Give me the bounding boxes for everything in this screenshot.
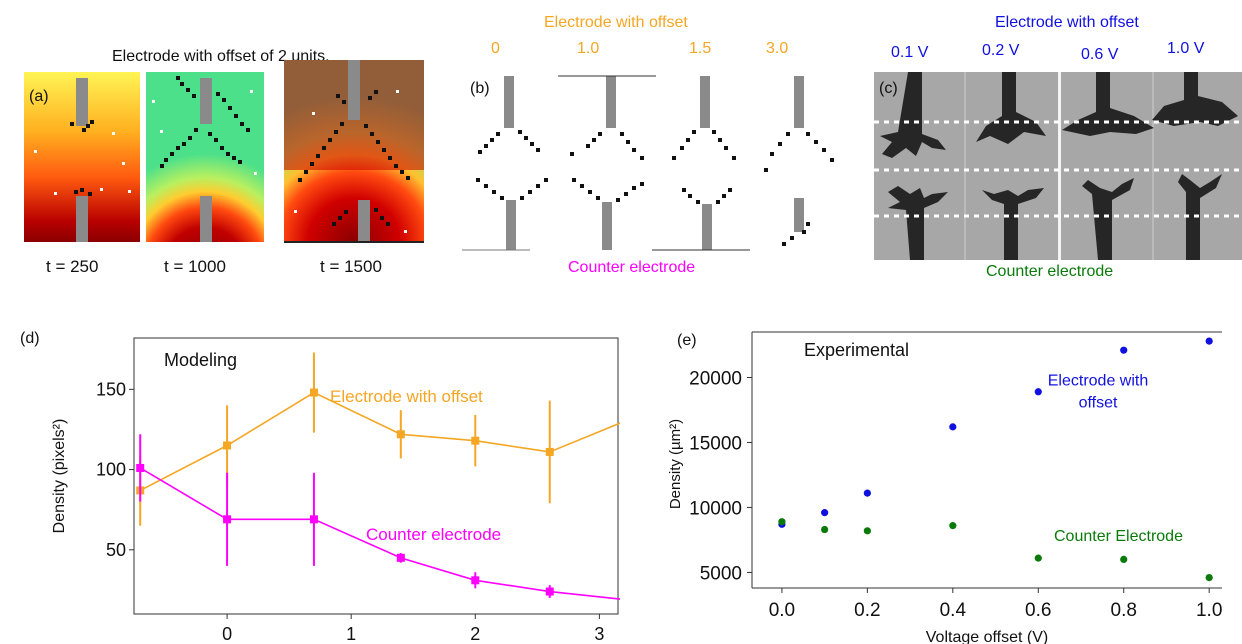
y-tick-label-0: 5000 bbox=[700, 563, 742, 584]
scatter-point-0-3 bbox=[949, 423, 957, 431]
data-point-1-5 bbox=[545, 587, 554, 596]
time-label-2: t = 1000 bbox=[164, 257, 226, 276]
x-tick-label-1: 0.2 bbox=[854, 600, 880, 621]
panel-b-bottom-label: Counter electrode bbox=[568, 259, 696, 276]
panel-c-title: Electrode with offset bbox=[995, 14, 1139, 31]
simulation-frame-t1000 bbox=[146, 72, 264, 242]
x-tick-label-0: 0.0 bbox=[769, 600, 795, 621]
scatter-point-1-5 bbox=[1120, 555, 1128, 564]
scatter-point-0-4 bbox=[1034, 388, 1042, 396]
panel-b-title: Electrode with offset bbox=[544, 14, 688, 31]
y-tick-label-2: 150 bbox=[96, 379, 126, 399]
data-point-1-4 bbox=[471, 576, 480, 585]
panel-b-letter: (b) bbox=[470, 80, 490, 97]
offset-label-2: 1.5 bbox=[689, 40, 712, 57]
series-label-1: Counter Electrode bbox=[1054, 528, 1183, 545]
data-point-1-2 bbox=[309, 515, 318, 524]
scatter-point-0-5 bbox=[1120, 346, 1128, 354]
y-tick-label-0: 50 bbox=[106, 540, 126, 560]
scatter-point-0-2 bbox=[863, 489, 871, 497]
panel-c-letter: (c) bbox=[879, 80, 898, 97]
x-tick-label-2: 2 bbox=[470, 624, 480, 644]
data-point-0-3 bbox=[396, 430, 405, 439]
x-tick-label-3: 3 bbox=[594, 624, 604, 644]
panel-c-bottom-label: Counter electrode bbox=[986, 263, 1114, 280]
series-line-0 bbox=[139, 391, 620, 492]
voltage-label-4: 1.0 V bbox=[1167, 40, 1205, 57]
data-point-0-2 bbox=[309, 388, 318, 397]
chart-experimental: 5000 10000 15000 20000 0.0 0.2 0.4 0.6 0.8 1.0 Vol… bbox=[667, 331, 1222, 644]
voltage-label-2: 0.2 V bbox=[982, 42, 1020, 59]
scatter-point-1-6 bbox=[1205, 574, 1213, 582]
simulation-frame-t250: (a) bbox=[24, 72, 140, 242]
series-label-0: Electrode with offset bbox=[330, 387, 483, 406]
experiment-photo: (c) bbox=[874, 72, 1242, 260]
data-point-1-0 bbox=[136, 463, 145, 472]
scatter-point-0-6 bbox=[1205, 337, 1213, 345]
chart-modeling: 501001500123Voltage offsetDensity (pixel… bbox=[51, 337, 620, 644]
panel-b-dendrites bbox=[462, 75, 834, 251]
offset-label-0: 0 bbox=[491, 40, 500, 57]
chart-title: Modeling bbox=[164, 350, 237, 370]
series-label-0: Electrode with offset bbox=[1048, 372, 1149, 411]
frame3-baseline bbox=[284, 241, 424, 243]
y-axis-label: Density (µm²) bbox=[667, 419, 684, 509]
y-tick-label-3: 20000 bbox=[689, 368, 742, 389]
series-label-1: Counter electrode bbox=[366, 525, 501, 544]
time-label-1: t = 250 bbox=[46, 257, 99, 276]
time-label-3: t = 1500 bbox=[320, 257, 382, 276]
x-tick-label-4: 0.8 bbox=[1111, 600, 1137, 621]
x-axis-label: Voltage offset (V) bbox=[926, 629, 1048, 644]
panel-e-letter: (e) bbox=[677, 332, 697, 349]
panel-d-letter: (d) bbox=[20, 330, 40, 347]
y-tick-label-2: 15000 bbox=[689, 433, 742, 454]
offset-label-1: 1.0 bbox=[577, 40, 600, 57]
voltage-label-3: 0.6 V bbox=[1081, 46, 1119, 63]
x-tick-label-1: 1 bbox=[346, 624, 356, 644]
plot-frame bbox=[133, 337, 619, 615]
x-tick-label-5: 1.0 bbox=[1196, 600, 1222, 621]
data-point-0-1 bbox=[223, 441, 232, 450]
y-axis-label: Density (pixels²) bbox=[51, 419, 68, 534]
x-tick-label-0: 0 bbox=[222, 624, 232, 644]
data-point-0-4 bbox=[471, 436, 480, 445]
voltage-label-1: 0.1 V bbox=[891, 44, 929, 61]
chart-title: Experimental bbox=[804, 340, 909, 360]
data-point-1-1 bbox=[223, 515, 232, 524]
x-tick-label-2: 0.4 bbox=[940, 600, 967, 621]
simulation-frame-t1500 bbox=[284, 60, 424, 242]
x-tick-label-3: 0.6 bbox=[1025, 600, 1051, 621]
offset-label-3: 3.0 bbox=[766, 40, 789, 57]
panel-a-letter: (a) bbox=[29, 88, 49, 105]
panel-a-title: Electrode with offset of 2 units. bbox=[112, 48, 330, 65]
scatter-point-0-1 bbox=[821, 509, 829, 517]
y-tick-label-1: 10000 bbox=[689, 498, 742, 519]
scatter-point-1-1 bbox=[821, 525, 829, 534]
scatter-point-1-3 bbox=[949, 522, 957, 530]
data-point-1-3 bbox=[396, 553, 405, 562]
y-tick-label-1: 100 bbox=[96, 460, 126, 480]
data-point-0-5 bbox=[545, 447, 554, 456]
scatter-point-1-0 bbox=[778, 518, 786, 526]
scatter-point-1-4 bbox=[1034, 554, 1042, 562]
scatter-point-1-2 bbox=[863, 527, 871, 535]
